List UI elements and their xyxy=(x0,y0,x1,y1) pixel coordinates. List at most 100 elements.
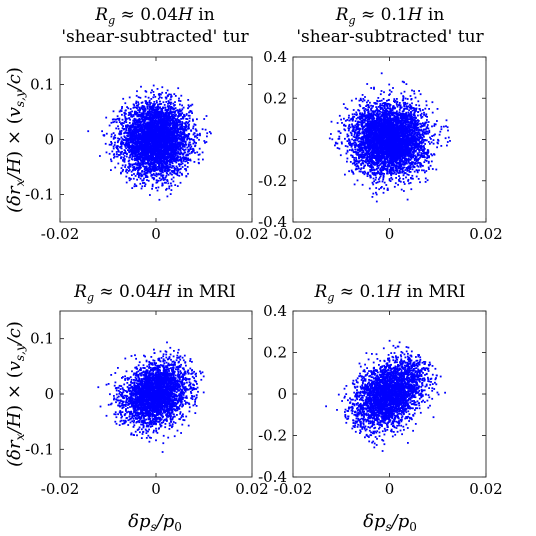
scatter-point xyxy=(151,104,154,107)
scatter-point xyxy=(175,119,177,121)
scatter-point xyxy=(157,179,160,182)
scatter-point xyxy=(185,143,187,146)
scatter-point xyxy=(117,125,119,128)
scatter-point xyxy=(150,145,153,148)
scatter-point xyxy=(144,183,147,186)
scatter-point xyxy=(141,112,144,115)
scatter-point xyxy=(149,165,151,167)
scatter-point xyxy=(138,110,141,113)
scatter-point xyxy=(158,162,160,165)
scatter-point xyxy=(152,132,155,135)
scatter-point xyxy=(138,153,140,155)
scatter-point xyxy=(130,136,133,138)
scatter-point xyxy=(129,137,131,140)
scatter-point xyxy=(155,100,158,102)
scatter-point xyxy=(187,148,190,151)
scatter-point xyxy=(153,151,156,153)
scatter-point xyxy=(136,119,139,122)
scatter-point xyxy=(149,103,151,105)
scatter-point xyxy=(166,122,169,125)
scatter-point xyxy=(166,170,169,173)
scatter-point xyxy=(167,128,170,131)
scatter-point xyxy=(144,162,147,165)
scatter-point xyxy=(133,130,136,133)
scatter-point xyxy=(128,169,131,171)
scatter-point xyxy=(181,173,183,176)
scatter-point xyxy=(124,151,127,154)
scatter-point xyxy=(149,163,151,166)
scatter-point xyxy=(156,106,159,108)
scatter-point xyxy=(165,97,168,100)
scatter-point xyxy=(131,110,133,113)
scatter-point xyxy=(190,110,193,113)
scatter-point xyxy=(142,179,145,182)
scatter-point xyxy=(158,96,161,99)
scatter-point xyxy=(113,156,115,159)
scatter-point xyxy=(164,176,167,179)
scatter-point xyxy=(160,143,162,146)
scatter-point xyxy=(136,163,139,165)
scatter-point xyxy=(145,156,147,159)
scatter-point xyxy=(146,167,149,170)
scatter-point xyxy=(182,130,185,132)
scatter-point xyxy=(179,138,182,141)
scatter-point xyxy=(165,96,168,99)
scatter-point xyxy=(129,146,132,148)
scatter-point xyxy=(154,120,157,123)
scatter-point xyxy=(123,120,126,123)
scatter-point xyxy=(110,141,112,143)
scatter-point xyxy=(145,158,147,161)
scatter-point xyxy=(139,177,142,180)
scatter-point xyxy=(188,137,191,140)
scatter-point xyxy=(139,133,142,136)
scatter-point xyxy=(170,93,172,96)
scatter-point xyxy=(121,113,123,116)
scatter-point xyxy=(158,93,161,95)
scatter-point xyxy=(144,148,147,150)
scatter-point xyxy=(155,187,157,189)
scatter-point xyxy=(135,130,138,133)
scatter-point xyxy=(183,158,186,161)
scatter-point xyxy=(154,164,157,166)
scatter-point xyxy=(164,129,167,131)
scatter-point xyxy=(195,130,198,132)
scatter-point xyxy=(192,119,194,122)
scatter-point xyxy=(196,151,199,154)
scatter-point xyxy=(169,143,172,146)
scatter-point xyxy=(145,90,148,93)
scatter-point xyxy=(135,162,137,165)
scatter-point xyxy=(163,135,166,138)
scatter-point xyxy=(105,132,108,135)
scatter-point xyxy=(160,113,163,116)
scatter-point xyxy=(110,160,113,163)
scatter-point xyxy=(176,138,178,141)
scatter-point xyxy=(121,143,124,145)
scatter-point xyxy=(198,138,200,141)
scatter-point xyxy=(126,168,128,171)
scatter-point xyxy=(158,107,161,109)
scatter-point xyxy=(203,140,206,142)
y-tick-label: 0.1 xyxy=(30,76,54,94)
scatter-point xyxy=(413,90,415,93)
scatter-point xyxy=(189,158,192,161)
scatter-point xyxy=(171,150,173,153)
scatter-point xyxy=(179,110,182,113)
scatter-point xyxy=(139,123,142,125)
scatter-point xyxy=(127,127,130,130)
scatter-point xyxy=(129,140,132,143)
scatter-point xyxy=(160,93,162,96)
scatter-point xyxy=(187,144,190,147)
scatter-point xyxy=(113,118,115,121)
panel-2-points xyxy=(328,72,451,203)
scatter-point xyxy=(178,115,180,117)
scatter-point xyxy=(152,146,155,148)
scatter-point xyxy=(188,133,191,135)
scatter-point xyxy=(170,155,173,157)
scatter-point xyxy=(161,157,163,160)
scatter-point xyxy=(130,145,133,147)
scatter-point xyxy=(166,116,169,119)
scatter-point xyxy=(126,117,128,120)
scatter-point xyxy=(142,105,145,108)
scatter-point xyxy=(163,146,166,148)
scatter-point xyxy=(170,152,172,155)
